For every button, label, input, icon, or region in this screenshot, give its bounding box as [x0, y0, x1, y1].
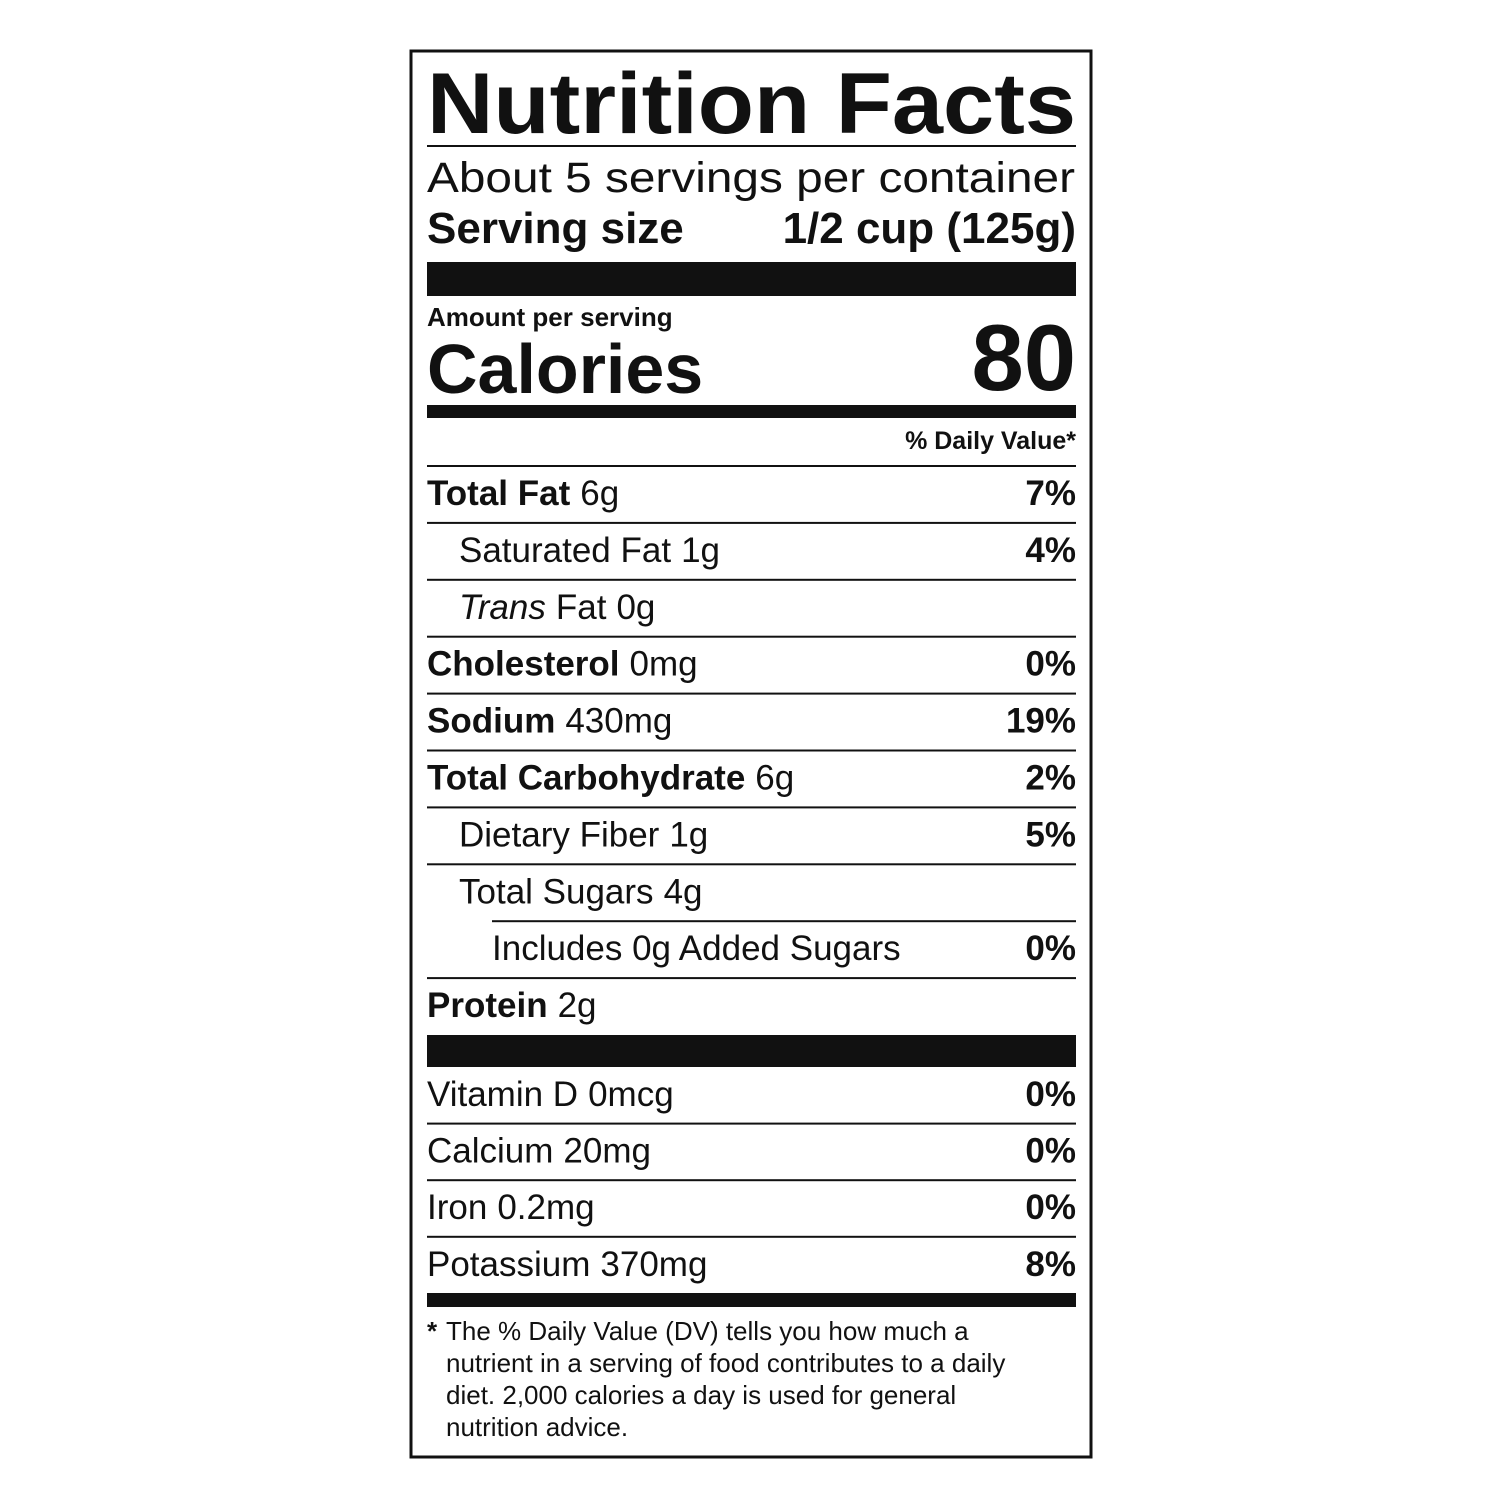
row-divider: [427, 465, 1076, 467]
row-divider: [427, 977, 1076, 980]
divider: [427, 145, 1076, 147]
nutrient-label: Total Carbohydrate: [427, 759, 745, 798]
daily-value: 0%: [1025, 929, 1076, 968]
nutrient-italic: Trans: [459, 588, 546, 627]
nutrient-label: Dietary Fiber: [459, 815, 660, 854]
footnote-marker: *: [427, 1316, 438, 1346]
daily-value: 8%: [1025, 1245, 1076, 1284]
serving-size-label: Serving size: [427, 204, 684, 253]
nutrient-label: Potassium: [427, 1245, 590, 1284]
nutrient-amount: 1g: [681, 531, 720, 570]
nutrient: Cholesterol 0mg: [427, 645, 698, 684]
nutrient-label: Saturated Fat: [459, 531, 671, 570]
row-divider: [492, 920, 1076, 923]
row-divider: [427, 806, 1076, 809]
daily-value: 0%: [1025, 1188, 1076, 1227]
nutrient: Calcium 20mg: [427, 1132, 651, 1171]
nutrient-amount: 6g: [755, 759, 794, 798]
nutrient: Iron 0.2mg: [427, 1188, 595, 1227]
daily-value-header: % Daily Value*: [905, 427, 1076, 455]
nutrient: Sodium 430mg: [427, 702, 672, 741]
footnote-line: nutrition advice.: [446, 1412, 628, 1442]
nutrient-label: Sodium: [427, 702, 555, 741]
daily-value: 2%: [1025, 759, 1076, 798]
nutrient: Total Fat 6g: [427, 474, 619, 513]
row-divider: [427, 578, 1076, 581]
thick-bar: [427, 1035, 1076, 1067]
nutrient-label: Cholesterol: [427, 645, 620, 684]
row-divider: [427, 863, 1076, 866]
row-divider: [427, 749, 1076, 752]
nutrient-amount: 2g: [558, 986, 597, 1025]
daily-value: 4%: [1025, 531, 1076, 570]
nutrient: Vitamin D 0mcg: [427, 1075, 674, 1114]
row-divider: [427, 635, 1076, 638]
footnote-line: The % Daily Value (DV) tells you how muc…: [446, 1316, 969, 1346]
nutrient: Includes 0g Added Sugars: [492, 929, 901, 968]
nutrient-label: Calcium: [427, 1132, 553, 1171]
daily-value: 0%: [1025, 1075, 1076, 1114]
daily-value: 0%: [1025, 1132, 1076, 1171]
label-border: [409, 49, 1093, 1459]
nutrient-amount: 0mcg: [588, 1075, 674, 1114]
daily-value: 0%: [1025, 645, 1076, 684]
row-divider: [427, 1235, 1076, 1238]
nutrient-label: Total Sugars: [459, 872, 654, 911]
nutrient: Dietary Fiber 1g: [459, 815, 708, 854]
nutrient: Protein 2g: [427, 986, 597, 1025]
row-divider: [427, 1122, 1076, 1125]
daily-value: 7%: [1025, 474, 1076, 513]
medium-bar: [427, 405, 1076, 418]
nutrient: Trans Fat 0g: [459, 588, 655, 627]
nutrient-label: Total Fat: [427, 474, 571, 513]
nutrient-amount: 20mg: [563, 1132, 651, 1171]
nutrient: Total Carbohydrate 6g: [427, 759, 794, 798]
nutrient-label: Iron: [427, 1188, 487, 1227]
nutrient-amount: 4g: [664, 872, 703, 911]
nutrient-label: Fat: [556, 588, 607, 627]
daily-value: 5%: [1025, 815, 1076, 854]
calories-value: 80: [971, 305, 1076, 410]
nutrient-amount: 0.2mg: [497, 1188, 594, 1227]
amount-per-serving: Amount per serving: [427, 302, 673, 332]
serving-size-value: 1/2 cup (125g): [783, 204, 1076, 253]
nutrient-amount: 0mg: [630, 645, 698, 684]
nutrient-amount: 0g: [616, 588, 655, 627]
nutrient-label: Includes 0g Added Sugars: [492, 929, 901, 968]
daily-value: 19%: [1006, 702, 1076, 741]
title: Nutrition Facts: [427, 56, 1076, 152]
nutrient-amount: 370mg: [600, 1245, 707, 1284]
calories-label: Calories: [427, 330, 703, 408]
row-divider: [427, 692, 1076, 695]
nutrient-amount: 430mg: [565, 702, 672, 741]
nutrient: Saturated Fat 1g: [459, 531, 720, 570]
medium-bar: [427, 1293, 1076, 1307]
thick-bar: [427, 262, 1076, 296]
nutrient-label: Protein: [427, 986, 548, 1025]
footnote-line: nutrient in a serving of food contribute…: [446, 1348, 1005, 1378]
nutrient-amount: 1g: [669, 815, 708, 854]
row-divider: [427, 1179, 1076, 1182]
servings: About 5 servings per container: [427, 154, 1075, 202]
nutrient: Potassium 370mg: [427, 1245, 707, 1284]
nutrient-amount: 6g: [580, 474, 619, 513]
row-divider: [427, 521, 1076, 524]
nutrient: Total Sugars 4g: [459, 872, 703, 911]
nutrient-label: Vitamin D: [427, 1075, 578, 1114]
footnote-line: diet. 2,000 calories a day is used for g…: [446, 1380, 956, 1410]
